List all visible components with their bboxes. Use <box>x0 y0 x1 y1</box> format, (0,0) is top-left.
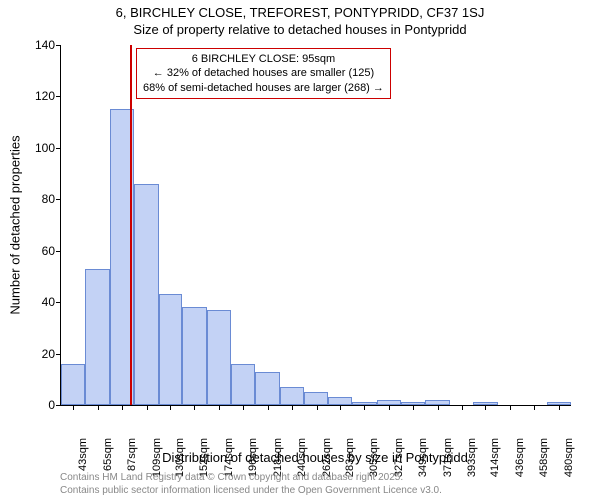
y-tick-mark <box>56 45 61 46</box>
x-tick-mark <box>485 405 486 410</box>
y-tick-label: 100 <box>23 141 55 155</box>
y-tick-mark <box>56 405 61 406</box>
x-tick-mark <box>292 405 293 410</box>
y-tick-label: 140 <box>23 38 55 52</box>
histogram-bar <box>255 372 279 405</box>
x-tick-mark <box>98 405 99 410</box>
annotation-box: 6 BIRCHLEY CLOSE: 95sqm← 32% of detached… <box>136 48 391 99</box>
x-tick-mark <box>243 405 244 410</box>
x-tick-mark <box>510 405 511 410</box>
y-tick-mark <box>56 354 61 355</box>
footer-line2: Contains public sector information licen… <box>60 485 442 498</box>
x-tick-mark <box>317 405 318 410</box>
x-tick-mark <box>364 405 365 410</box>
plot-inner: 02040608010012014043sqm65sqm87sqm109sqm1… <box>60 45 571 406</box>
x-tick-mark <box>219 405 220 410</box>
histogram-bar <box>207 310 231 405</box>
histogram-bar <box>134 184 158 405</box>
chart-title-line2: Size of property relative to detached ho… <box>0 22 600 37</box>
y-tick-label: 80 <box>23 192 55 206</box>
histogram-bar <box>85 269 109 405</box>
y-tick-label: 120 <box>23 89 55 103</box>
x-tick-mark <box>534 405 535 410</box>
x-tick-mark <box>413 405 414 410</box>
y-tick-mark <box>56 302 61 303</box>
x-tick-mark <box>438 405 439 410</box>
annotation-line1: 6 BIRCHLEY CLOSE: 95sqm <box>143 52 384 66</box>
y-tick-mark <box>56 148 61 149</box>
y-tick-mark <box>56 96 61 97</box>
y-tick-label: 20 <box>23 347 55 361</box>
histogram-bar <box>182 307 206 405</box>
property-marker-line <box>130 45 132 405</box>
x-tick-mark <box>268 405 269 410</box>
histogram-bar <box>280 387 304 405</box>
x-tick-mark <box>194 405 195 410</box>
x-tick-mark <box>389 405 390 410</box>
histogram-bar <box>328 397 352 405</box>
histogram-bar <box>159 294 182 405</box>
x-tick-mark <box>73 405 74 410</box>
plot-area: 02040608010012014043sqm65sqm87sqm109sqm1… <box>60 45 570 405</box>
histogram-bar <box>304 392 327 405</box>
y-tick-mark <box>56 199 61 200</box>
y-tick-label: 60 <box>23 244 55 258</box>
annotation-line3: 68% of semi-detached houses are larger (… <box>143 81 384 95</box>
y-tick-label: 40 <box>23 295 55 309</box>
x-tick-mark <box>147 405 148 410</box>
footer-line1: Contains HM Land Registry data © Crown c… <box>60 472 442 485</box>
footer-attribution: Contains HM Land Registry data © Crown c… <box>60 472 442 497</box>
x-tick-mark <box>122 405 123 410</box>
histogram-bar <box>231 364 255 405</box>
y-tick-mark <box>56 251 61 252</box>
annotation-line2: ← 32% of detached houses are smaller (12… <box>143 66 384 80</box>
chart-container: 6, BIRCHLEY CLOSE, TREFOREST, PONTYPRIDD… <box>0 0 600 500</box>
histogram-bar <box>61 364 85 405</box>
x-tick-mark <box>559 405 560 410</box>
x-tick-mark <box>170 405 171 410</box>
x-tick-mark <box>462 405 463 410</box>
x-tick-mark <box>340 405 341 410</box>
chart-title-line1: 6, BIRCHLEY CLOSE, TREFOREST, PONTYPRIDD… <box>0 5 600 20</box>
y-tick-label: 0 <box>23 398 55 412</box>
y-axis-label: Number of detached properties <box>8 135 23 314</box>
x-axis-label: Distribution of detached houses by size … <box>60 450 570 465</box>
